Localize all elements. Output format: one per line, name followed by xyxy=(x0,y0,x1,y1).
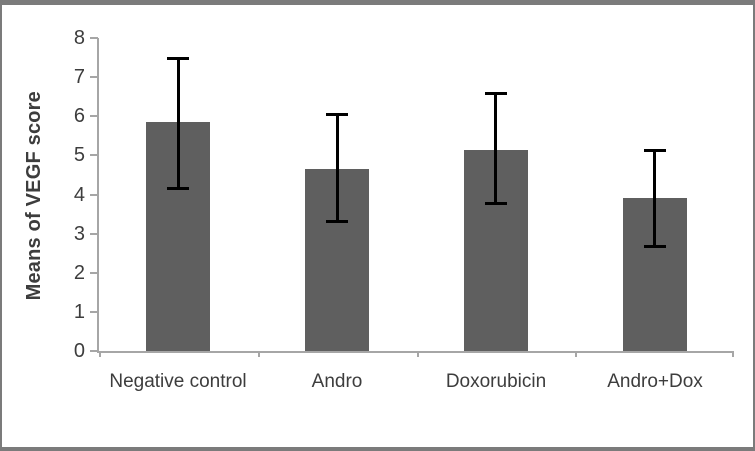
x-axis-tick xyxy=(575,351,577,357)
y-axis-tick-label: 3 xyxy=(73,222,85,245)
plot-area: 0 1 2 3 4 5 6 7 8 Negative control Andro Doxorubici… xyxy=(74,27,734,392)
x-axis-tick xyxy=(417,351,419,357)
y-axis-tick xyxy=(90,154,98,157)
error-bar xyxy=(177,58,180,189)
y-axis-tick xyxy=(90,193,98,196)
y-axis-tick xyxy=(90,76,98,79)
y-axis-tick-label: 2 xyxy=(73,261,85,284)
error-bar xyxy=(494,93,497,205)
y-axis-tick xyxy=(90,115,98,118)
error-bar-bottom-cap xyxy=(644,245,666,248)
error-bar-bottom-cap xyxy=(167,187,189,190)
y-axis-tick-label: 4 xyxy=(73,183,85,206)
y-axis-tick xyxy=(90,310,98,313)
error-bar-bottom-cap xyxy=(326,220,348,223)
y-axis-tick xyxy=(90,37,98,39)
error-bar-top-cap xyxy=(326,113,348,116)
y-axis-tick-label: 0 xyxy=(73,340,85,362)
x-axis-tick xyxy=(99,351,101,357)
y-axis-tick-label: 1 xyxy=(73,300,85,323)
x-category-label: Andro xyxy=(311,371,363,392)
x-category-label: Negative control xyxy=(109,371,247,392)
error-bar-top-cap xyxy=(167,57,189,60)
y-axis-tick xyxy=(90,232,98,235)
y-axis-tick-label: 6 xyxy=(73,105,85,128)
x-axis-tick xyxy=(732,351,734,357)
error-bar-top-cap xyxy=(485,92,507,95)
error-bar-top-cap xyxy=(644,149,666,152)
y-axis-tick-label: 5 xyxy=(73,144,85,167)
y-axis-tick xyxy=(90,350,98,352)
y-axis-tick-label: 8 xyxy=(73,27,85,49)
x-category-label: Andro+Dox xyxy=(607,371,703,392)
x-category-label: Doxorubicin xyxy=(445,371,547,392)
error-bar xyxy=(653,150,656,248)
y-axis-tick-label: 7 xyxy=(73,66,85,89)
error-bar-bottom-cap xyxy=(485,202,507,205)
x-axis-tick xyxy=(258,351,260,357)
error-bar xyxy=(336,114,339,222)
y-axis-tick xyxy=(90,271,98,274)
